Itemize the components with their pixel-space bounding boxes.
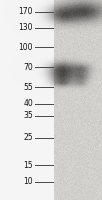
Text: 25: 25 xyxy=(23,134,33,142)
Text: 100: 100 xyxy=(18,43,33,51)
Text: 55: 55 xyxy=(23,82,33,92)
Text: 70: 70 xyxy=(23,62,33,72)
Text: 35: 35 xyxy=(23,112,33,120)
Text: 40: 40 xyxy=(23,99,33,108)
Text: 15: 15 xyxy=(23,160,33,170)
Text: 130: 130 xyxy=(18,23,33,32)
Text: 170: 170 xyxy=(18,7,33,17)
Text: 10: 10 xyxy=(23,178,33,186)
